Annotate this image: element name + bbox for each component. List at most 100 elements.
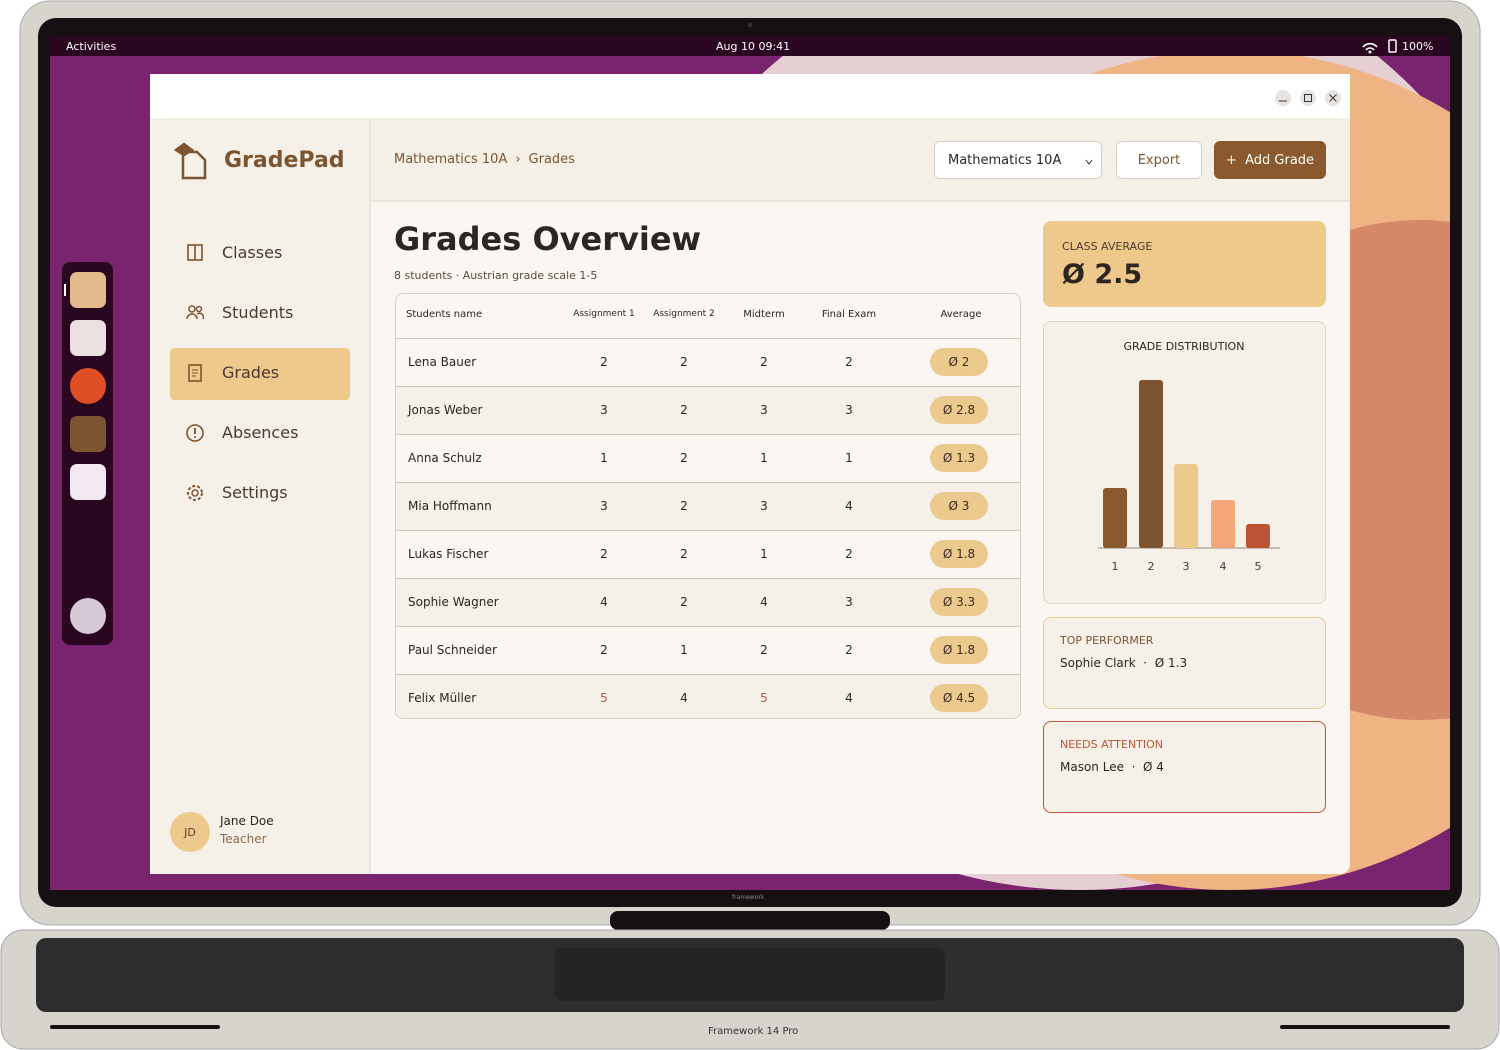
bar xyxy=(1246,524,1270,548)
column-header: Assignment 2 xyxy=(653,309,715,319)
battery: 100% xyxy=(1402,40,1434,53)
average-pill: Ø 1.8 xyxy=(930,540,988,568)
activities[interactable]: Activities xyxy=(66,40,117,53)
grade: 5 xyxy=(760,691,768,705)
grade: 2 xyxy=(600,355,608,369)
student-name: Felix Müller xyxy=(408,691,477,705)
page-title: Grades Overview xyxy=(394,220,702,258)
average-pill: Ø 3.3 xyxy=(930,588,988,616)
table-row[interactable]: Paul Schneider 2 1 2 2 Ø 1.8 xyxy=(396,626,1020,674)
card-label: CLASS AVERAGE xyxy=(1062,240,1153,253)
breadcrumb-current: Grades xyxy=(528,152,575,167)
average-pill: Ø 1.8 xyxy=(930,636,988,664)
bar xyxy=(1211,500,1235,548)
x-tick-label: 1 xyxy=(1112,560,1119,573)
add-grade-button[interactable]: + Add Grade xyxy=(1214,141,1326,179)
user-name: Jane Doe xyxy=(220,814,274,828)
student-name: Anna Schulz xyxy=(408,451,482,465)
window-controls[interactable] xyxy=(1275,90,1341,106)
table-row[interactable]: Mia Hoffmann 3 2 3 4 Ø 3 xyxy=(396,482,1020,530)
nav-icon xyxy=(188,364,202,382)
class-select[interactable]: Mathematics 10A xyxy=(934,141,1102,179)
average-pill: Ø 2.8 xyxy=(930,396,988,424)
app-name: GradePad xyxy=(224,148,345,173)
class-select-value: Mathematics 10A xyxy=(948,152,1062,168)
column-header: Assignment 1 xyxy=(573,309,635,319)
grades-table: Students name Assignment 1 Assignment 2 Mid… xyxy=(395,293,1021,719)
grade: 3 xyxy=(600,403,608,417)
card-label: TOP PERFORMER xyxy=(1060,634,1154,647)
student-name: Sophie Wagner xyxy=(408,595,499,609)
chart: GRADE DISTRIBUTION 1 2 3 4 5 xyxy=(1098,340,1280,573)
clock[interactable]: Aug 10 09:41 xyxy=(716,40,791,53)
chart-card: GRADE DISTRIBUTION 1 2 3 4 5 xyxy=(1043,321,1326,604)
user-role: Teacher xyxy=(220,832,267,846)
grade: 4 xyxy=(845,691,853,705)
grade: 1 xyxy=(845,451,853,465)
grade: 2 xyxy=(680,403,688,417)
table-row[interactable]: Lena Bauer 2 2 2 2 Ø 2 xyxy=(396,338,1020,386)
average-pill: Ø 3 xyxy=(930,492,988,520)
needs-attention-card: NEEDS ATTENTION Mason Lee · Ø 4 xyxy=(1043,721,1326,813)
x-tick-label: 3 xyxy=(1183,560,1190,573)
bar xyxy=(1139,380,1163,548)
nav-icon xyxy=(187,244,203,261)
nav-label: Classes xyxy=(222,243,283,262)
breadcrumb-link[interactable]: Mathematics 10A xyxy=(394,152,508,167)
table-row[interactable]: Jonas Weber 3 2 3 3 Ø 2.8 xyxy=(396,386,1020,434)
nav-icon xyxy=(187,485,203,501)
nav-icon xyxy=(186,424,204,442)
table-row[interactable]: Felix Müller 5 4 5 4 Ø 4.5 xyxy=(396,674,1020,718)
grade: 3 xyxy=(760,403,768,417)
table-row[interactable]: Sophie Wagner 4 2 4 3 Ø 3.3 xyxy=(396,578,1020,626)
grade: 1 xyxy=(760,547,768,561)
grade: 4 xyxy=(760,595,768,609)
average-pill: Ø 1.3 xyxy=(930,444,988,472)
breadcrumb-separator: › xyxy=(515,152,521,167)
nav-label: Students xyxy=(222,303,294,322)
export-button[interactable]: Export xyxy=(1116,141,1202,179)
grade: 2 xyxy=(845,355,853,369)
bezel-brand: framework xyxy=(732,894,765,901)
x-tick-label: 5 xyxy=(1255,560,1262,573)
column-header: Average xyxy=(940,309,982,320)
chevron xyxy=(1085,159,1093,165)
nav-item[interactable]: Grades xyxy=(170,348,350,400)
needs-attention: Mason Lee · Ø 4 xyxy=(1060,760,1164,774)
nav-label: Grades xyxy=(222,363,280,382)
table-row[interactable]: Lukas Fischer 2 2 1 2 Ø 1.8 xyxy=(396,530,1020,578)
average-pill: Ø 4.5 xyxy=(930,684,988,712)
nav-label: Settings xyxy=(222,483,288,502)
table-row[interactable]: Anna Schulz 1 2 1 1 Ø 1.3 xyxy=(396,434,1020,482)
class-average-value: Ø 2.5 xyxy=(1062,259,1143,290)
table-header: Students name Assignment 1 Assignment 2 Mid… xyxy=(396,294,1020,338)
grade: 2 xyxy=(680,595,688,609)
chart-title: GRADE DISTRIBUTION xyxy=(1124,340,1245,353)
grade: 5 xyxy=(600,691,608,705)
avatar[interactable]: JD xyxy=(170,812,210,852)
nav-item[interactable]: Absences xyxy=(170,408,350,460)
x-tick-label: 4 xyxy=(1220,560,1227,573)
grade: 2 xyxy=(680,547,688,561)
grade: 2 xyxy=(680,355,688,369)
average-pill: Ø 2 xyxy=(930,348,988,376)
bar xyxy=(1174,464,1198,548)
nav-item[interactable]: Settings xyxy=(170,468,350,520)
grade: 2 xyxy=(600,547,608,561)
nav-item[interactable]: Students xyxy=(170,288,350,340)
logo-icon xyxy=(173,142,207,180)
grade: 1 xyxy=(680,643,688,657)
student-name: Paul Schneider xyxy=(408,643,497,657)
grade: 2 xyxy=(760,355,768,369)
grade: 1 xyxy=(600,451,608,465)
x-tick-label: 2 xyxy=(1148,560,1155,573)
nav-item[interactable]: Classes xyxy=(170,228,350,280)
grade: 2 xyxy=(600,643,608,657)
grade: 3 xyxy=(845,403,853,417)
grade: 2 xyxy=(845,643,853,657)
grade: 2 xyxy=(760,643,768,657)
grade: 3 xyxy=(760,499,768,513)
device-model: Framework 14 Pro xyxy=(708,1026,799,1037)
grade: 4 xyxy=(600,595,608,609)
